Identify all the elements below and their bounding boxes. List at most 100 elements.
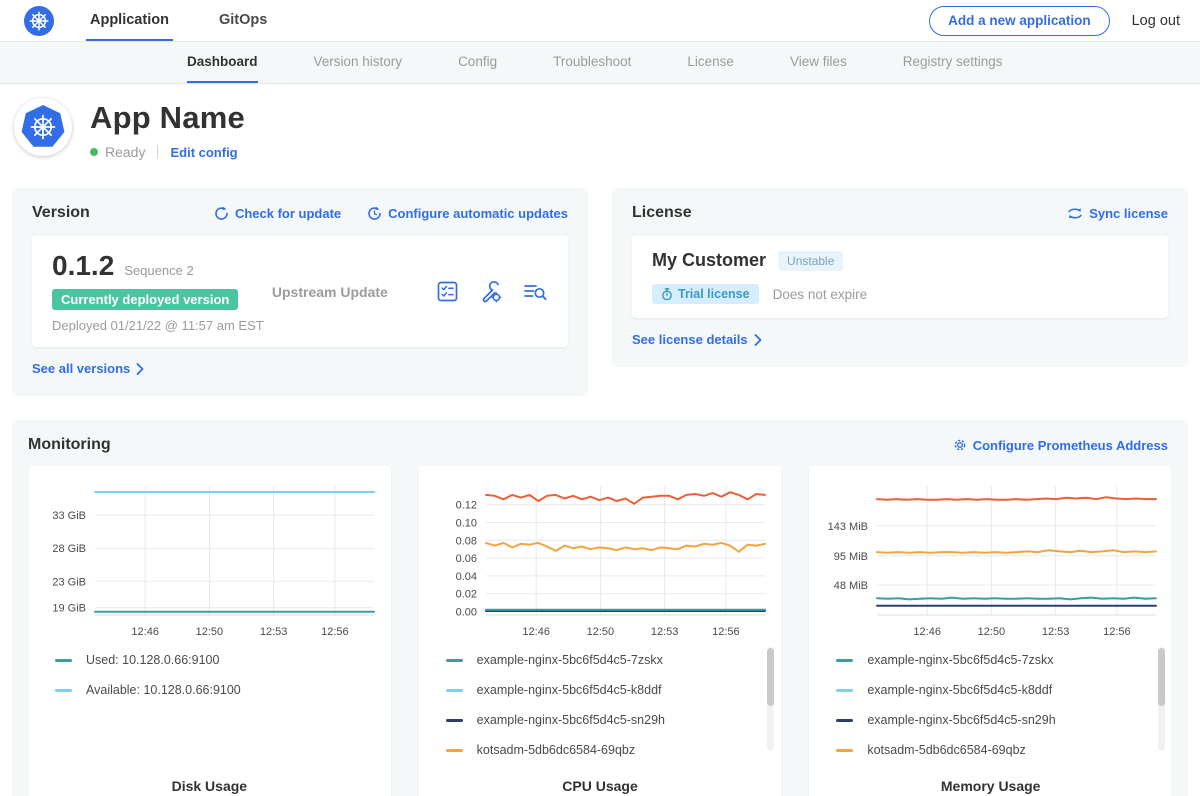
legend-color-dash (445, 688, 463, 692)
app-sub-nav: Dashboard Version history Config Trouble… (0, 42, 1200, 84)
license-summary: My Customer Unstable Tria (632, 236, 1168, 318)
cpu-usage-chart: 12:46 12:50 12:53 12:56 0.12 0.10 0.08 0.06 0.04… (418, 466, 782, 796)
channel-badge: Unstable (778, 250, 844, 271)
svg-text:12:46: 12:46 (132, 626, 160, 638)
tab-view-files[interactable]: View files (789, 54, 847, 69)
ready-status-dot (90, 148, 98, 156)
gear-icon (953, 438, 967, 452)
release-notes-icon[interactable] (523, 281, 548, 303)
svg-text:23 GiB: 23 GiB (53, 576, 87, 588)
memory-usage-plot: 12:46 12:50 12:53 12:56 143 MiB 95 MiB 48 MiB (827, 486, 1157, 638)
deployed-timestamp: Deployed 01/21/22 @ 11:57 am EST (52, 318, 264, 333)
refresh-icon (214, 206, 229, 221)
app-icon (14, 98, 72, 156)
chart-title: Disk Usage (171, 778, 248, 794)
legend-color-dash (55, 688, 72, 692)
svg-text:0.06: 0.06 (456, 553, 477, 565)
logout-button[interactable]: Log out (1131, 12, 1180, 29)
svg-text:12:53: 12:53 (1042, 626, 1070, 638)
kubernetes-logo-icon[interactable] (24, 5, 54, 36)
svg-text:95 MiB: 95 MiB (833, 551, 867, 563)
legend-label: Available: 10.128.0.66:9100 (86, 683, 241, 697)
tab-registry-settings[interactable]: Registry settings (902, 54, 1003, 69)
legend-color-dash (445, 718, 463, 722)
chart-title: Memory Usage (940, 778, 1041, 794)
sync-icon (1067, 207, 1083, 220)
tab-troubleshoot[interactable]: Troubleshoot (553, 54, 632, 69)
legend-item: kotsadm-5db6dc6584-69qbz (836, 743, 1146, 757)
configure-prometheus-label: Configure Prometheus Address (972, 437, 1168, 453)
legend-color-dash (836, 718, 854, 722)
chevron-right-icon (136, 362, 144, 375)
sync-license-link[interactable]: Sync license (1067, 206, 1168, 221)
see-license-details-link[interactable]: See license details (632, 332, 762, 347)
legend-label: example-nginx-5bc6f5d4c5-7zskx (867, 653, 1054, 667)
legend-label: kotsadm-5db6dc6584-69qbz (867, 743, 1026, 757)
charts-row: 12:46 12:50 12:53 12:56 33 GiB 28 GiB 23 GiB 19… (28, 466, 1173, 796)
configure-prometheus-link[interactable]: Configure Prometheus Address (953, 438, 1168, 453)
memory-usage-chart: 12:46 12:50 12:53 12:56 143 MiB 95 MiB 48 MiB … (809, 466, 1173, 796)
customer-name: My Customer (652, 250, 767, 270)
svg-text:0.12: 0.12 (456, 500, 477, 512)
tab-config[interactable]: Config (458, 54, 498, 69)
legend-item: example-nginx-5bc6f5d4c5-7zskx (836, 653, 1146, 667)
edit-config-link[interactable]: Edit config (170, 144, 238, 160)
divider (157, 145, 159, 159)
svg-text:12:46: 12:46 (522, 626, 550, 638)
legend-scrollbar-thumb[interactable] (767, 648, 775, 706)
legend-scrollbar-thumb[interactable] (1158, 648, 1166, 706)
legend-color-dash (836, 658, 854, 662)
legend-scrollbar-track[interactable] (767, 647, 775, 751)
monitoring-section: Monitoring Configure Prometheus Address … (12, 420, 1188, 796)
chart-title: CPU Usage (562, 778, 638, 794)
license-card-title: License (632, 204, 692, 221)
legend-item: example-nginx-5bc6f5d4c5-k8ddf (445, 683, 756, 697)
legend-item: kotsadm-5db6dc6584-69qbz (445, 743, 756, 757)
svg-text:0.02: 0.02 (456, 589, 477, 601)
current-version-row: 0.1.2 Sequence 2 Currently deployed vers… (32, 236, 568, 347)
chevron-right-icon (754, 333, 762, 346)
tab-version-history[interactable]: Version history (313, 54, 403, 69)
app-name-title: App Name (90, 100, 245, 135)
tab-application-label: Application (90, 11, 169, 28)
auto-update-icon (367, 206, 382, 221)
see-all-versions-link[interactable]: See all versions (32, 361, 144, 376)
version-sequence: Sequence 2 (124, 263, 194, 278)
cpu-usage-legend: example-nginx-5bc6f5d4c5-7zskx example-ng… (419, 643, 782, 761)
tab-license[interactable]: License (687, 54, 734, 69)
legend-item: example-nginx-5bc6f5d4c5-7zskx (445, 653, 756, 667)
trial-license-badge: Trial license (652, 284, 759, 304)
legend-scrollbar-track[interactable] (1158, 647, 1166, 751)
svg-text:0.00: 0.00 (456, 606, 477, 618)
app-status-text: Ready (105, 144, 146, 160)
svg-text:12:56: 12:56 (1103, 626, 1131, 638)
svg-text:143 MiB: 143 MiB (827, 521, 867, 533)
tab-application[interactable]: Application (86, 0, 173, 41)
svg-text:12:50: 12:50 (977, 626, 1005, 638)
legend-label: example-nginx-5bc6f5d4c5-k8ddf (476, 683, 662, 697)
svg-text:19 GiB: 19 GiB (53, 603, 87, 615)
svg-text:12:50: 12:50 (196, 626, 224, 638)
svg-text:0.04: 0.04 (456, 571, 477, 583)
legend-item: example-nginx-5bc6f5d4c5-sn29h (836, 713, 1146, 727)
license-card: License Sync license My Custom (612, 188, 1188, 367)
svg-text:0.08: 0.08 (456, 535, 477, 547)
tab-gitops[interactable]: GitOps (215, 0, 271, 41)
edit-config-icon[interactable] (479, 280, 503, 304)
tab-dashboard[interactable]: Dashboard (187, 42, 258, 83)
check-for-update-link[interactable]: Check for update (214, 206, 341, 221)
sync-license-label: Sync license (1089, 205, 1168, 221)
memory-usage-legend: example-nginx-5bc6f5d4c5-7zskx example-ng… (809, 643, 1172, 761)
svg-text:12:56: 12:56 (712, 626, 740, 638)
legend-label: example-nginx-5bc6f5d4c5-sn29h (476, 713, 665, 727)
svg-text:12:46: 12:46 (913, 626, 941, 638)
nav-spacer (313, 0, 929, 41)
legend-item: example-nginx-5bc6f5d4c5-sn29h (445, 713, 756, 727)
check-for-update-label: Check for update (234, 205, 342, 221)
preflight-checks-icon[interactable] (436, 280, 459, 303)
svg-text:0.10: 0.10 (456, 518, 477, 530)
trial-license-label: Trial license (678, 287, 750, 301)
see-license-details-label: See license details (632, 332, 748, 347)
add-application-button[interactable]: Add a new application (929, 5, 1110, 36)
configure-automatic-updates-link[interactable]: Configure automatic updates (367, 206, 568, 221)
